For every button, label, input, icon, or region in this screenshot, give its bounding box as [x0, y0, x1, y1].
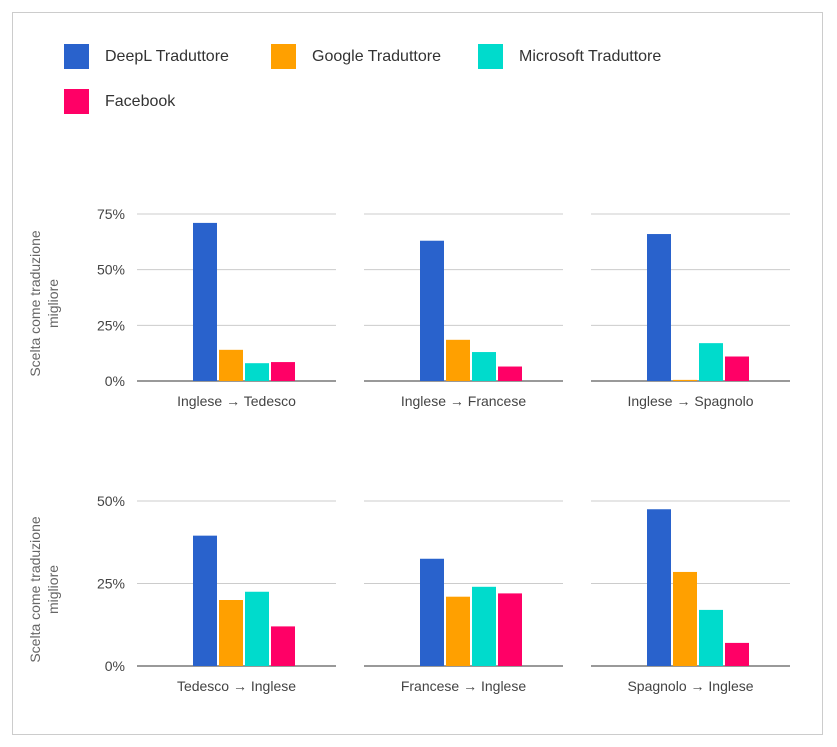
legend-label-google: Google Traduttore [312, 47, 441, 65]
bar [420, 558, 444, 666]
y-axis-label: Scelta come traduzione migliore [27, 230, 61, 377]
y-tick-label: 50% [97, 262, 125, 278]
bar [219, 349, 243, 381]
y-tick-label: 75% [97, 206, 125, 222]
bar [271, 626, 295, 666]
legend-item-facebook[interactable]: Facebook [64, 89, 175, 114]
y-axis-label-line: migliore [45, 565, 61, 614]
bar [725, 642, 749, 666]
bar [446, 339, 470, 381]
x-axis-label: Inglese → Spagnolo [627, 393, 753, 409]
legend-item-deepl[interactable]: DeepL Traduttore [64, 44, 229, 69]
y-axis-label-line: Scelta come traduzione [27, 230, 43, 377]
legend-item-microsoft[interactable]: Microsoft Traduttore [478, 44, 661, 69]
bar [673, 571, 697, 666]
legend-label-deepl: DeepL Traduttore [105, 47, 229, 65]
x-axis-label: Tedesco → Inglese [177, 678, 296, 694]
bar [472, 586, 496, 666]
bar [673, 379, 697, 381]
bar [647, 234, 671, 381]
legend-swatch-microsoft [478, 44, 503, 69]
legend-swatch-google [271, 44, 296, 69]
bar [446, 596, 470, 666]
legend-label-facebook: Facebook [105, 92, 176, 110]
bar [725, 356, 749, 381]
y-tick-label: 25% [97, 576, 125, 592]
x-axis-label: Inglese → Tedesco [177, 393, 296, 409]
y-axis-label: Scelta come traduzione migliore [27, 516, 61, 663]
bar [699, 343, 723, 381]
y-tick-label: 50% [97, 493, 125, 509]
legend-swatch-facebook [64, 89, 89, 114]
y-tick-label: 25% [97, 317, 125, 333]
legend-label-microsoft: Microsoft Traduttore [519, 47, 662, 65]
bar [699, 609, 723, 666]
bar [498, 593, 522, 666]
y-tick-label: 0% [105, 658, 125, 674]
x-axis-label: Spagnolo → Inglese [627, 678, 753, 694]
y-axis-label-line: migliore [45, 279, 61, 328]
bar [193, 535, 217, 666]
legend-swatch-deepl [64, 44, 89, 69]
bar [245, 363, 269, 381]
x-axis-label: Francese → Inglese [401, 678, 526, 694]
bar [472, 352, 496, 381]
x-axis-label: Inglese → Francese [401, 393, 526, 409]
legend-item-google[interactable]: Google Traduttore [271, 44, 441, 69]
bar [219, 600, 243, 666]
y-tick-label: 0% [105, 373, 125, 389]
y-axis-label-line: Scelta come traduzione [27, 516, 43, 663]
bar [271, 362, 295, 381]
bar [420, 240, 444, 381]
bar [245, 591, 269, 666]
bar [647, 509, 671, 666]
bar [193, 222, 217, 381]
bar [498, 366, 522, 381]
